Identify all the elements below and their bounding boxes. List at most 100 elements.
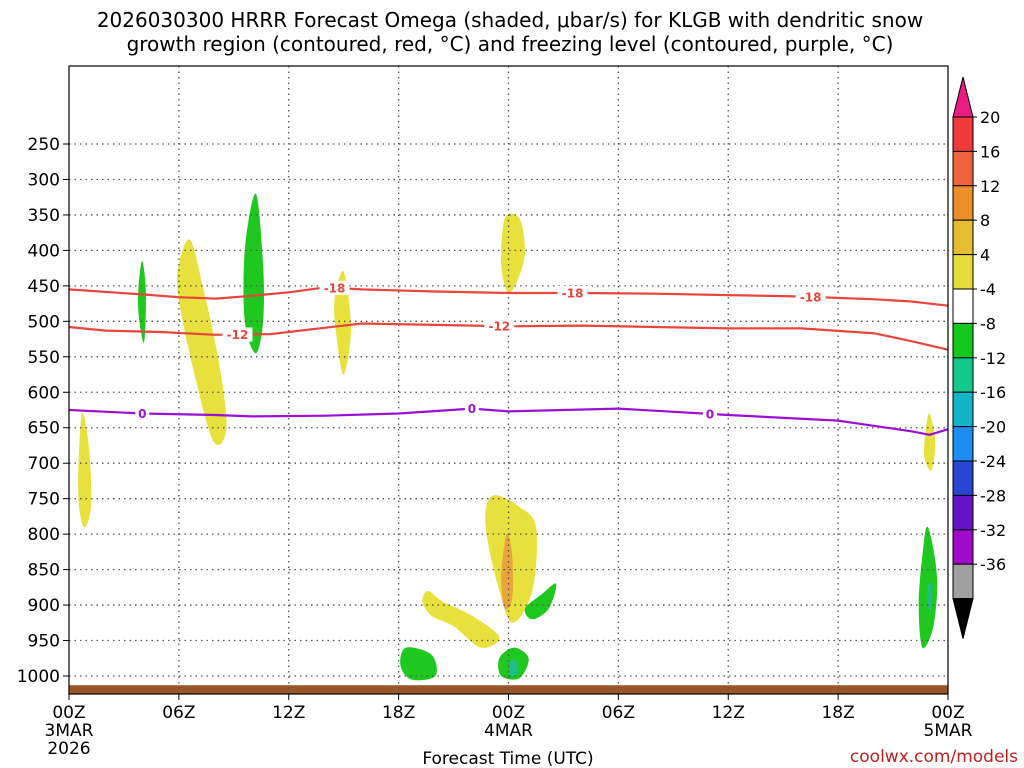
x-tick-year-0: 2026 [47, 739, 90, 759]
omega-region-14 [509, 659, 518, 677]
x-tick-label-6: 06Z [162, 703, 195, 723]
y-axis-pressure: 250 300 350 400 450 500 550 600 650 700 750 800 850 9… [17, 135, 69, 687]
colorbar-top-triangle [952, 76, 974, 118]
x-tick-label-30: 06Z [602, 703, 635, 723]
contour-line-2 [68, 407, 949, 436]
y-tick-label-750: 750 [28, 490, 60, 510]
contour-label-0-2: -18 [800, 290, 822, 304]
contour-label-bg-0-2 [795, 289, 826, 304]
colorbar-label-5: -4 [980, 280, 996, 299]
colorbar-segment-13 [952, 563, 974, 600]
x-tick-label-18: 18Z [382, 703, 415, 723]
colorbar-segment-12 [952, 529, 974, 565]
colorbar-segment-8 [952, 391, 974, 428]
x-tick-date-0: 3MAR [45, 721, 94, 741]
contour-label-bg-2-1 [464, 401, 479, 416]
contour-label-bg-1-1 [484, 319, 515, 334]
colorbar-segment-1 [952, 150, 974, 187]
colorbar-label-7: -12 [980, 349, 1006, 368]
x-tick-label-12: 12Z [272, 703, 305, 723]
y-tick-label-1000: 1000 [17, 667, 60, 687]
x-tick-label-48: 00Z [931, 703, 964, 723]
colorbar-segment-4 [952, 254, 974, 290]
y-tick-label-900: 900 [28, 596, 60, 616]
contour-label-1-0: -12 [227, 328, 249, 342]
y-tick-label-300: 300 [28, 170, 60, 190]
x-tick-date-24: 4MAR [484, 721, 533, 741]
y-tick-label-250: 250 [28, 135, 60, 155]
omega-region-15 [927, 582, 932, 610]
omega-region-3 [501, 213, 525, 294]
omega-region-7 [501, 533, 513, 610]
omega-region-5 [422, 590, 500, 648]
colorbar-label-6: -8 [980, 314, 996, 333]
x-tick-date-48: 5MAR [924, 721, 973, 741]
x-tick-label-36: 12Z [712, 703, 745, 723]
colorbar-segment-9 [952, 426, 974, 462]
colorbar-segment-2 [952, 185, 974, 221]
omega-region-8 [138, 260, 146, 343]
colorbar-label-4: 4 [980, 246, 990, 265]
y-tick-label-600: 600 [28, 383, 60, 403]
colorbar-segment-6 [952, 322, 974, 359]
omega-region-0 [78, 412, 92, 528]
colorbar-label-8: -16 [980, 383, 1006, 402]
y-tick-label-550: 550 [28, 348, 60, 368]
title-line-2: growth region (contoured, red, °C) and f… [127, 32, 894, 56]
colorbar-label-9: -20 [980, 418, 1006, 437]
colorbar-bottom-triangle [952, 598, 974, 639]
colorbar-label-13: -36 [980, 555, 1006, 574]
omega-region-11 [400, 647, 437, 681]
contour-label-2-1: 0 [468, 402, 476, 416]
x-tick-label-24: 00Z [492, 703, 525, 723]
terrain-surface [69, 685, 948, 694]
contour-label-0-1: -18 [562, 286, 584, 300]
omega-region-1 [177, 239, 227, 446]
omega-shading [78, 193, 938, 681]
colorbar-label-2: 12 [980, 177, 1000, 196]
colorbar: 20 16 12 8 4 -4 -8 -12 -16 -20 -24 -28 -32 -36 [952, 76, 1006, 639]
y-tick-label-850: 850 [28, 561, 60, 581]
title-line-1: 2026030300 HRRR Forecast Omega (shaded, … [97, 8, 923, 32]
contour-line-1 [68, 322, 949, 351]
colorbar-segment-0 [952, 116, 974, 152]
colorbar-label-1: 16 [980, 142, 1000, 161]
omega-region-2 [334, 271, 351, 375]
colorbar-segment-3 [952, 219, 974, 256]
omega-region-9 [243, 193, 264, 354]
colorbar-label-11: -28 [980, 486, 1006, 505]
omega-region-13 [524, 583, 557, 620]
contour-label-2-2: 0 [706, 407, 714, 421]
colorbar-label-0: 20 [980, 108, 1000, 127]
y-tick-label-700: 700 [28, 454, 60, 474]
contour-label-bg-0-1 [557, 285, 588, 300]
contour-label-bg-2-2 [702, 406, 717, 421]
plot-area: -18 -18 -18 -12 -12 0 0 0 [68, 65, 949, 695]
omega-region-6 [923, 413, 936, 471]
contour-line-0 [68, 286, 949, 307]
colorbar-label-12: -32 [980, 521, 1006, 540]
contour-label-bg-0-0 [319, 280, 350, 295]
x-tick-label-0: 00Z [52, 703, 85, 723]
colorbar-label-3: 8 [980, 211, 990, 230]
y-tick-label-950: 950 [28, 632, 60, 652]
colorbar-segment-7 [952, 357, 974, 393]
gridlines [69, 66, 948, 694]
y-tick-label-650: 650 [28, 419, 60, 439]
y-tick-label-400: 400 [28, 241, 60, 261]
isotherm-contours: -18 -18 -18 -12 -12 0 0 0 [68, 280, 949, 436]
x-tick-label-42: 18Z [821, 703, 854, 723]
contour-label-2-0: 0 [138, 407, 146, 421]
colorbar-label-10: -24 [980, 452, 1006, 471]
contour-label-bg-2-0 [135, 406, 150, 421]
y-tick-label-350: 350 [28, 206, 60, 226]
colorbar-segment-11 [952, 494, 974, 531]
colorbar-segment-10 [952, 460, 974, 496]
y-tick-label-500: 500 [28, 312, 60, 332]
contour-label-0-0: -18 [324, 281, 346, 295]
contour-label-1-1: -12 [489, 320, 511, 334]
x-axis-label: Forecast Time (UTC) [422, 749, 593, 768]
y-tick-label-450: 450 [28, 277, 60, 297]
